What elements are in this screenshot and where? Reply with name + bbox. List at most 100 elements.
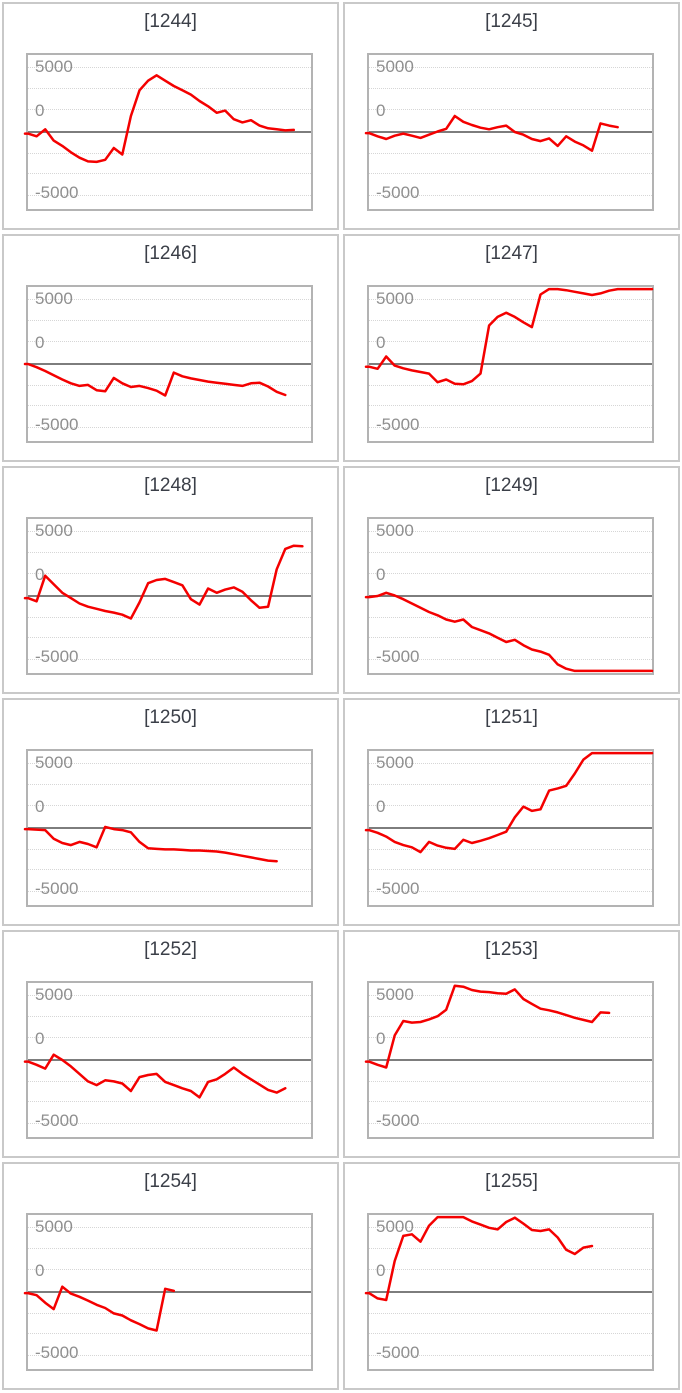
chart-title: [1245]	[485, 11, 538, 32]
grid-line	[28, 995, 311, 996]
series-line-1249	[364, 591, 654, 673]
y-axis-label-minus5000: -5000	[376, 1343, 420, 1362]
grid-line	[28, 1313, 311, 1314]
grid-line	[369, 173, 652, 174]
grid-line	[369, 617, 652, 618]
series-svg-1251	[364, 751, 654, 854]
grid-line	[28, 1081, 311, 1082]
series-line-1248	[23, 544, 304, 620]
plot-area: 5000 0 -5000	[364, 53, 654, 211]
plot-area: 5000 0 -5000	[364, 981, 654, 1139]
grid-line	[369, 531, 652, 532]
grid-line	[28, 1016, 311, 1017]
chart-card-1244: [1244] 5000 0 -5000	[2, 2, 339, 230]
y-axis-label-minus5000: -5000	[376, 879, 420, 898]
chart-title: [1253]	[485, 939, 538, 960]
chart-card-1252: [1252] 5000 0 -5000	[2, 930, 339, 1158]
grid-line	[369, 891, 652, 892]
y-axis-label-5000: 5000	[35, 289, 73, 308]
zero-axis-line	[28, 1059, 311, 1061]
chart-card-1254: [1254] 5000 0 -5000	[2, 1162, 339, 1390]
plot-area: 5000 0 -5000	[23, 981, 313, 1139]
chart-title: [1244]	[144, 11, 197, 32]
y-axis-label-0: 0	[376, 797, 386, 816]
y-axis-label-5000: 5000	[376, 521, 414, 540]
grid-line	[369, 153, 652, 154]
zero-axis-line	[28, 363, 311, 365]
chart-title: [1246]	[144, 243, 197, 264]
grid-line	[28, 573, 311, 574]
plot-area: 5000 0 -5000	[364, 749, 654, 907]
grid-line	[369, 88, 652, 89]
y-axis-label-5000: 5000	[35, 753, 73, 772]
grid-line	[369, 784, 652, 785]
y-axis-label-minus5000: -5000	[35, 647, 79, 666]
grid-line	[369, 869, 652, 870]
y-axis-label-0: 0	[376, 1261, 386, 1280]
grid-line	[369, 763, 652, 764]
chart-card-1255: [1255] 5000 0 -5000	[343, 1162, 680, 1390]
grid-line	[369, 320, 652, 321]
series-svg-1254	[23, 1285, 176, 1332]
grid-line	[369, 552, 652, 553]
y-axis-label-0: 0	[376, 1029, 386, 1048]
series-line-1251	[364, 751, 654, 854]
plot-area: 5000 0 -5000	[23, 749, 313, 907]
grid-line	[369, 1101, 652, 1102]
chart-card-1247: [1247] 5000 0 -5000	[343, 234, 680, 462]
grid-line	[28, 320, 311, 321]
chart-title: [1249]	[485, 475, 538, 496]
series-svg-1248	[23, 544, 304, 620]
chart-card-1249: [1249] 5000 0 -5000	[343, 466, 680, 694]
y-axis-label-minus5000: -5000	[35, 415, 79, 434]
y-axis-label-5000: 5000	[35, 521, 73, 540]
grid-line	[369, 109, 652, 110]
y-axis-label-5000: 5000	[376, 289, 414, 308]
grid-line	[369, 805, 652, 806]
grid-line	[369, 573, 652, 574]
y-axis-label-5000: 5000	[376, 753, 414, 772]
series-line-1246	[23, 362, 287, 397]
grid-line	[369, 1269, 652, 1270]
zero-axis-line	[369, 131, 652, 133]
y-axis-label-0: 0	[35, 1029, 45, 1048]
zero-axis-line	[369, 1291, 652, 1293]
grid-line	[28, 173, 311, 174]
grid-line	[369, 405, 652, 406]
y-axis-label-0: 0	[35, 101, 45, 120]
series-svg-1249	[364, 591, 654, 673]
series-svg-1250	[23, 825, 278, 863]
grid-line	[369, 849, 652, 850]
y-axis-label-minus5000: -5000	[35, 879, 79, 898]
chart-title: [1247]	[485, 243, 538, 264]
grid-line	[28, 109, 311, 110]
plot-area: 5000 0 -5000	[23, 517, 313, 675]
y-axis-label-0: 0	[35, 333, 45, 352]
series-svg-1245	[364, 114, 619, 152]
grid-line	[28, 195, 311, 196]
grid-line	[369, 1123, 652, 1124]
chart-title: [1250]	[144, 707, 197, 728]
zero-axis-line	[28, 131, 311, 133]
grid-line	[28, 1227, 311, 1228]
grid-line	[369, 427, 652, 428]
plot-area: 5000 0 -5000	[364, 1213, 654, 1371]
y-axis-label-0: 0	[376, 333, 386, 352]
zero-axis-line	[369, 1059, 652, 1061]
zero-axis-line	[369, 827, 652, 829]
series-svg-1247	[364, 287, 654, 386]
y-axis-label-minus5000: -5000	[35, 1343, 79, 1362]
series-line-1244	[23, 74, 296, 164]
grid-line	[28, 1123, 311, 1124]
series-svg-1253	[364, 984, 611, 1069]
chart-card-1251: [1251] 5000 0 -5000	[343, 698, 680, 926]
grid-line	[28, 1269, 311, 1270]
chart-card-1246: [1246] 5000 0 -5000	[2, 234, 339, 462]
y-axis-label-minus5000: -5000	[376, 415, 420, 434]
series-line-1245	[364, 114, 619, 152]
zero-axis-line	[28, 827, 311, 829]
grid-line	[369, 1313, 652, 1314]
grid-line	[369, 1081, 652, 1082]
